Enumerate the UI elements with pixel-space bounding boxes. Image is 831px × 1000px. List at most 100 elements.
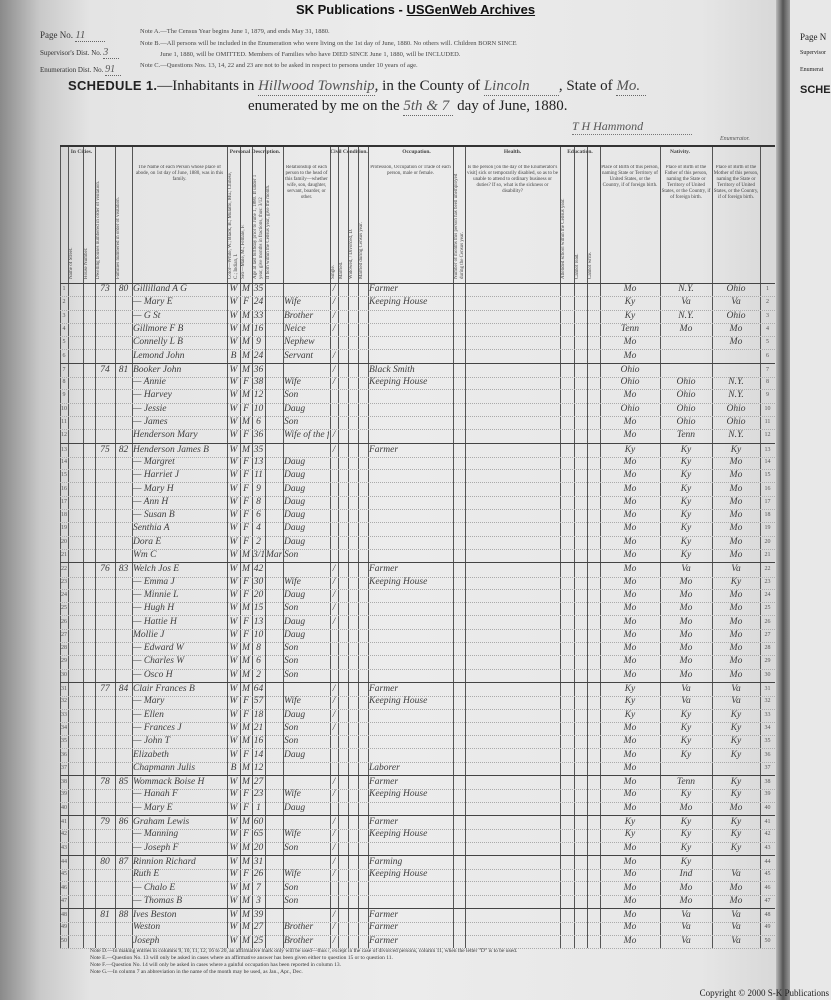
cell-s: M — [242, 777, 250, 788]
footnotes: Note D.—In making entries in columns 9, … — [90, 948, 650, 976]
usgenweb-link[interactable]: USGenWeb Archives — [406, 2, 536, 17]
cell-occ — [369, 389, 452, 402]
cell-s: M — [242, 310, 250, 321]
cell-f — [116, 602, 131, 615]
cell-s: M — [242, 736, 250, 747]
column-rule — [83, 147, 84, 948]
cell-n: 22 — [61, 566, 67, 573]
cell-r: Wife — [284, 297, 301, 308]
cell-b1: Ky — [624, 310, 636, 321]
cell-d: 77 — [100, 684, 110, 694]
cell-occ: Farmer — [369, 684, 399, 694]
cell-d — [96, 602, 114, 615]
schedule-label: SCHEDULE 1. — [68, 78, 158, 93]
cell-n: 29 — [61, 658, 67, 665]
cell-c: W — [229, 403, 238, 414]
cell-r: Daug — [284, 510, 306, 521]
column-rule — [227, 147, 228, 948]
column-header-read: Cannot read. — [575, 253, 580, 279]
cell-r: Wife — [284, 696, 301, 707]
cell-n: 49 — [61, 924, 67, 931]
cell-b2: Ohio — [676, 390, 696, 401]
cell-c: W — [229, 496, 238, 507]
table-row: 1 1 73 80 Gillilland A G W M 35 / Farmer Mo N.Y. Ohi… — [60, 283, 775, 298]
column-rule — [358, 147, 359, 948]
table-row: 48 48 81 88 Ives Beston W M 39 / Farmer Mo Va Va — [60, 908, 775, 924]
cell-b3: Ohio — [726, 403, 746, 414]
cell-c: W — [229, 576, 238, 587]
cell-n: 48 — [61, 912, 67, 919]
cell-c: W — [229, 777, 238, 788]
cell-n: 20 — [764, 538, 771, 545]
cell-f — [116, 921, 131, 934]
cell-b3: Mo — [729, 616, 743, 627]
table-row: 4 4 Gillmore F B W M 16 Neice / Tenn Mo Mo — [60, 323, 775, 338]
cell-a: 39 — [253, 910, 264, 921]
cell-b1: Mo — [623, 762, 637, 773]
cell-n: 50 — [764, 937, 771, 944]
table-row: 23 23 — Emma J W F 30 Wife / Keeping House Mo Mo Ky — [60, 576, 775, 590]
cell-r — [284, 563, 329, 576]
cell-c: B — [230, 762, 237, 773]
cell-mo: Mar — [266, 550, 282, 560]
cell-r: Son — [284, 417, 299, 427]
table-row: 43 43 — Joseph F W M 20 Son / Mo Ky Ky — [60, 842, 775, 856]
cell-n: 25 — [764, 605, 771, 612]
cell-b1: Ky — [624, 817, 636, 827]
cell-n: 32 — [61, 698, 67, 705]
column-group-header: Health. — [503, 149, 522, 155]
cell-f — [116, 576, 131, 589]
cell-b1: Mo — [623, 802, 637, 813]
column-header-f: Families numbered in order of visitation… — [116, 197, 121, 279]
cell-r: Wife of the former Henderson — [284, 430, 329, 441]
cell-m: / — [332, 350, 336, 361]
cell-a: 42 — [253, 564, 264, 575]
cell-a: 16 — [253, 323, 264, 334]
cell-n: 34 — [764, 724, 771, 731]
cell-b1: Mo — [623, 910, 637, 921]
cell-name: Chapmann Julis — [133, 762, 196, 773]
cell-n: 17 — [61, 498, 67, 505]
cell-m — [331, 403, 337, 416]
cell-occ — [369, 536, 452, 549]
table-row: 33 33 — Ellen W F 18 Daug / Ky Ky Ky — [60, 709, 775, 723]
table-row: 30 30 — Osco H W M 2 Son Mo Mo Mo — [60, 669, 775, 683]
cell-b1: Mo — [623, 603, 637, 614]
cell-f — [116, 483, 131, 496]
cell-m — [331, 469, 337, 482]
column-header-b3: Place of Birth of the Mother of this per… — [713, 165, 759, 200]
cell-f — [116, 868, 131, 881]
cell-b2: Mo — [679, 616, 693, 627]
cell-m: / — [332, 696, 336, 707]
cell-s: F — [243, 536, 249, 547]
table-row: 44 44 80 87 Rinnion Richard W M 31 / Farming Mo Ky — [60, 854, 775, 871]
footnote: Note D.—In making entries in columns 9, … — [90, 948, 518, 954]
cell-f: 86 — [118, 817, 129, 827]
cell-f — [116, 935, 131, 948]
cell-a: 8 — [256, 496, 261, 507]
cell-name: Elizabeth — [133, 749, 169, 760]
cell-n: 28 — [61, 645, 67, 652]
next-schedule-label: SCHED — [800, 84, 831, 96]
cell-s: M — [242, 882, 250, 893]
cell-s: M — [242, 444, 250, 455]
cell-m: / — [332, 722, 336, 733]
cell-b2: Va — [681, 684, 691, 694]
cell-d — [96, 336, 114, 349]
cell-occ — [369, 616, 452, 629]
table-row: 46 46 — Chalo E W M 7 Son Mo Mo Mo — [60, 882, 775, 896]
cell-b1: Mo — [623, 576, 637, 587]
note-a: Note A.—The Census Year begins June 1, 1… — [140, 28, 330, 35]
table-row: 29 29 — Charles W W M 6 Son Mo Mo Mo — [60, 655, 775, 670]
cell-b1: Ohio — [620, 364, 640, 375]
cell-s: F — [243, 829, 249, 840]
cell-f — [116, 496, 131, 509]
cell-c: B — [230, 350, 237, 361]
table-row: 25 25 — Hugh H W M 15 Son / Mo Mo Mo — [60, 602, 775, 617]
cell-n: 13 — [764, 446, 771, 453]
cell-n: 24 — [764, 591, 771, 598]
cell-n: 37 — [764, 764, 771, 771]
column-header-mo: If born within the Census year, give the… — [266, 184, 271, 279]
cell-occ: Black Smith — [369, 364, 415, 375]
cell-r: Son — [284, 882, 299, 893]
